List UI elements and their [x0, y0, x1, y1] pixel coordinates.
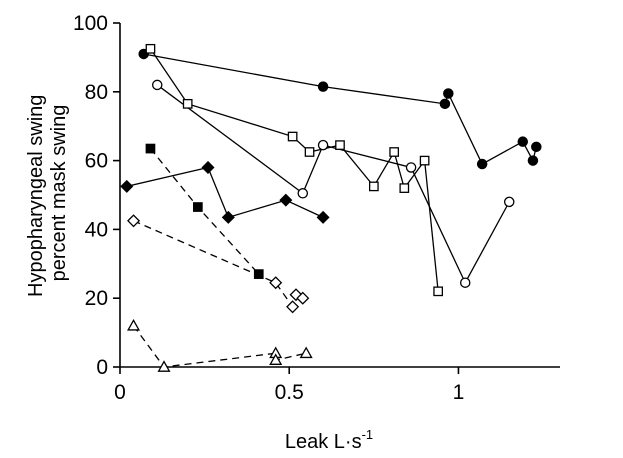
- y-tick-label: 100: [73, 12, 108, 35]
- data-point: [120, 179, 134, 193]
- data-point: [297, 188, 309, 199]
- data-point: [389, 147, 400, 157]
- data-point: [201, 160, 215, 174]
- data-point: [459, 277, 471, 288]
- data-point: [269, 353, 283, 365]
- data-point: [304, 147, 315, 157]
- y-axis-title: Hypopharyngeal swing percent mask swing: [25, 89, 70, 297]
- series-markers: [120, 43, 542, 372]
- series-layer: [120, 43, 542, 372]
- data-point: [145, 143, 156, 154]
- y-axis-title-line2: percent mask swing: [48, 105, 70, 282]
- data-point: [296, 291, 310, 305]
- x-tick-label: 1: [453, 381, 465, 404]
- series-line-4: [126, 166, 324, 219]
- data-point: [157, 360, 171, 372]
- data-point: [368, 181, 379, 192]
- y-tick-label: 0: [96, 356, 108, 379]
- x-tick-label: 0: [114, 381, 126, 404]
- series-line-2: [149, 48, 439, 292]
- data-point: [145, 43, 156, 54]
- y-axis-title-line1: Hypopharyngeal swing: [25, 95, 47, 297]
- x-tick-label: 0.5: [275, 381, 304, 404]
- data-point: [419, 155, 430, 166]
- data-point: [287, 131, 298, 142]
- y-tick-label: 80: [85, 81, 108, 104]
- y-tick-label: 40: [85, 218, 108, 241]
- data-point: [127, 214, 141, 228]
- data-point: [279, 193, 293, 207]
- data-point: [531, 141, 542, 153]
- series-lines: [126, 48, 537, 368]
- x-axis-title-unit-exponent: -1: [362, 427, 374, 442]
- data-point: [476, 158, 488, 170]
- data-point: [443, 88, 454, 99]
- data-point: [503, 196, 515, 208]
- data-point: [439, 98, 451, 110]
- data-point: [316, 210, 330, 224]
- data-point: [221, 210, 235, 224]
- data-point: [317, 139, 329, 151]
- series-line-3: [156, 84, 510, 285]
- data-point: [151, 79, 163, 91]
- data-point: [517, 136, 529, 147]
- data-point: [286, 300, 300, 314]
- y-tick-label: 20: [85, 287, 108, 310]
- series-line-6: [133, 220, 304, 309]
- y-ticks: 0 20 40 60 80 100: [73, 12, 120, 379]
- x-axis-title-label: Leak: [285, 431, 329, 453]
- data-point: [335, 140, 345, 150]
- data-point: [527, 155, 539, 166]
- data-point: [433, 286, 444, 297]
- data-point: [299, 346, 313, 359]
- data-point: [317, 81, 329, 92]
- data-point: [192, 202, 203, 212]
- data-point: [127, 318, 141, 331]
- x-axis-title-unit: L·s: [334, 431, 362, 453]
- data-point: [253, 269, 264, 279]
- x-ticks: 0 0.5 1: [114, 367, 464, 404]
- y-tick-label: 60: [85, 150, 108, 173]
- data-point: [269, 276, 283, 290]
- data-point: [405, 162, 417, 173]
- series-line-7: [133, 325, 307, 368]
- x-axis-title: Leak L·s-1: [285, 427, 373, 453]
- data-point: [182, 98, 193, 109]
- data-point: [399, 183, 410, 193]
